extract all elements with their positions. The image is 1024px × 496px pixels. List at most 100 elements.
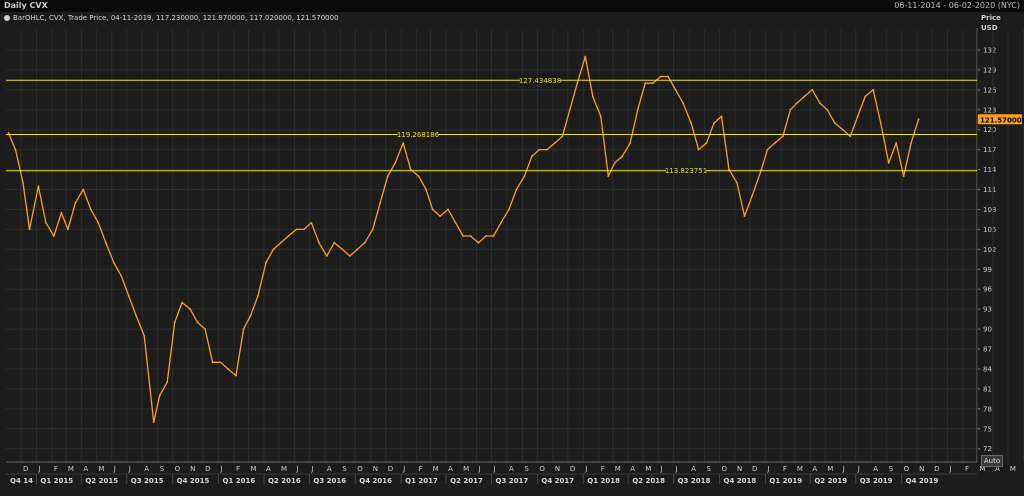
price-data-point [439,215,442,217]
x-quarter-label: Q2 2017 [450,477,483,485]
x-month-label: D [388,465,393,473]
price-data-point [910,142,913,144]
price-data-point [302,228,305,231]
price-data-point [66,228,69,231]
price-data-point [849,135,852,138]
y-tick-label: 108 [983,206,996,214]
x-month-label: F [236,465,240,473]
y-tick-label: 117 [983,146,996,154]
level-label-bg [666,165,706,175]
auto-scale-button[interactable]: Auto [981,455,1003,467]
price-data-point [371,228,374,231]
x-month-label: J [220,465,223,473]
price-data-point [705,142,708,144]
price-data-point [803,95,806,98]
x-quarter-label: Q4 2019 [906,477,939,485]
price-data-point [613,162,616,164]
x-month-label: F [965,465,969,473]
y-tick-label: 102 [983,246,996,254]
x-month-label: N [190,465,195,473]
title-bar: Daily CVX 06-11-2014 - 06-02-2020 (NYC) [0,0,1024,12]
price-data-point [97,221,100,224]
x-month-label: S [707,465,712,473]
x-month-label: J [857,465,860,473]
date-range: 06-11-2014 - 06-02-2020 (NYC) [894,1,1020,10]
y-tick-label: 105 [983,226,996,234]
price-data-point [249,314,252,317]
price-data-point [317,241,320,244]
x-month-label: O [904,465,910,473]
last-price-label: 121.570000 [980,116,1024,124]
x-month-label: O [722,465,728,473]
x-month-label: J [295,465,298,473]
price-data-point [728,168,730,171]
price-data-point [22,181,24,184]
chart-title: Daily CVX [4,1,48,10]
x-month-label: J [310,465,313,473]
series-toggle-icon[interactable] [4,15,10,21]
price-data-point [14,148,17,151]
y-tick-label: 84 [983,365,992,373]
level-label-bg [398,129,438,139]
price-data-point [379,201,382,204]
x-month-label: M [645,465,651,473]
price-data-point [386,175,389,178]
price-data-point [112,261,115,264]
price-data-point [104,241,107,244]
y-tick-label: 81 [983,385,992,393]
x-month-label: N [737,465,742,473]
price-data-point [751,195,753,198]
price-data-point [492,235,495,237]
price-data-point [531,155,533,158]
price-data-point [394,162,397,164]
price-data-point [310,221,313,224]
x-quarter-label: Q2 2016 [268,477,301,485]
price-data-point [674,88,677,91]
price-data-point [515,188,518,191]
x-month-label: O [539,465,545,473]
price-data-point [826,108,829,111]
price-data-point [760,168,763,171]
x-month-label: J [128,465,131,473]
price-data-point [887,162,890,164]
x-month-label: M [251,465,257,473]
x-month-label: J [493,465,496,473]
legend[interactable]: BarOHLC, CVX, Trade Price, 04-11-2019, 1… [4,14,339,22]
x-month-label: F [783,465,787,473]
price-data-point [280,241,282,244]
price-data-point [553,142,556,144]
x-quarter-label: Q2 2018 [632,477,665,485]
x-month-label: A [144,465,149,473]
price-data-point [902,175,905,178]
price-data-point [227,368,229,370]
price-data-point [181,301,184,304]
y-tick-label: 90 [983,326,992,334]
price-data-point [74,201,77,204]
y-tick-label: 75 [983,425,992,433]
price-data-point [120,275,123,277]
y-tick-label: 99 [983,266,992,274]
price-data-point [7,132,10,134]
price-data-point [523,175,526,178]
legend-text: BarOHLC, CVX, Trade Price, 04-11-2019, 1… [13,14,339,22]
price-data-point [341,248,344,251]
price-data-point [402,142,405,144]
price-data-point [348,255,351,257]
price-data-point [690,122,692,124]
x-month-label: S [889,465,894,473]
x-month-label: N [373,465,378,473]
price-data-point [538,148,541,151]
price-data-point [356,248,359,251]
y-tick-label: 87 [983,346,992,354]
price-data-point [45,221,47,224]
price-data-point [469,235,472,237]
x-month-label: M [827,465,833,473]
x-month-label: F [601,465,605,473]
price-data-point [82,188,85,191]
y-tick-label: 111 [983,186,996,194]
x-month-label: M [1010,465,1016,473]
x-month-label: S [160,465,165,473]
y-tick-label: 96 [983,286,992,294]
price-data-point [697,148,700,151]
